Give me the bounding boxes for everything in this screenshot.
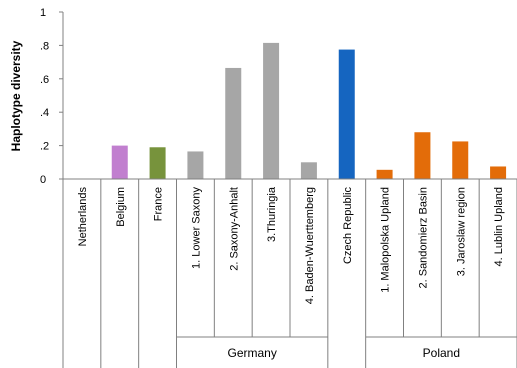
category-label: 3. Jaroslaw region: [455, 187, 467, 276]
bar: [490, 166, 507, 179]
category-label: 2. Sandomierz Basin: [417, 187, 429, 289]
y-axis-label: Haplotype diversity: [9, 40, 23, 151]
category-label: 2. Saxony-Anhalt: [228, 187, 240, 271]
y-tick-label: 1: [40, 7, 46, 19]
y-tick-label: .4: [40, 107, 49, 119]
bar: [300, 162, 317, 179]
category-label: 4. Baden-Wuerttemberg: [304, 187, 316, 304]
category-label: 3.Thuringia: [266, 186, 278, 242]
category-label: Czech Republic: [342, 187, 354, 265]
group-label: Poland: [423, 346, 460, 360]
category-label: 4. Lublin Upland: [493, 187, 505, 267]
category-label: Netherlands: [77, 187, 89, 247]
y-tick-label: .6: [40, 74, 49, 86]
bar: [187, 151, 204, 179]
bars: [111, 42, 507, 180]
group-labels: Germany Poland: [227, 346, 460, 360]
bar: [111, 145, 128, 179]
y-tick-label: .8: [40, 40, 49, 52]
bar: [452, 141, 469, 179]
bar: [376, 169, 393, 179]
category-label: Belgium: [115, 187, 127, 227]
category-labels: Netherlands Belgium France 1. Lower Saxony 2…: [77, 186, 505, 304]
y-axis: 0 .2 .4 .6 .8 1: [40, 7, 64, 186]
bar: [149, 147, 166, 179]
bar: [414, 132, 431, 179]
category-label: 1. Malopolska Upland: [380, 187, 392, 293]
bar: [338, 49, 355, 180]
group-label: Germany: [227, 346, 276, 360]
x-axis: [62, 178, 517, 368]
bar: [225, 67, 242, 179]
y-tick-label: .2: [40, 141, 49, 153]
category-label: France: [153, 187, 165, 221]
category-label: 1. Lower Saxony: [190, 187, 202, 269]
bar: [263, 42, 280, 179]
y-tick-label: 0: [40, 174, 46, 186]
